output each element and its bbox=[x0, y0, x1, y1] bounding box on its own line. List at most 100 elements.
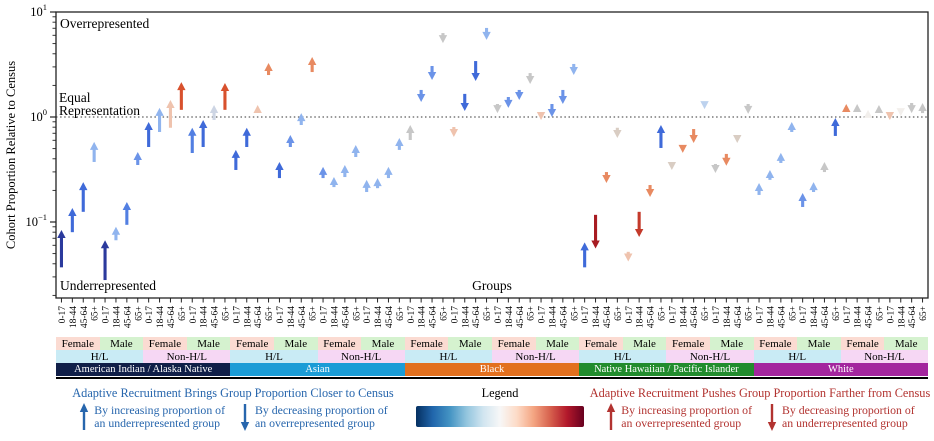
x-tick-label: 45-64 bbox=[777, 306, 787, 328]
arrow-marker bbox=[820, 161, 829, 173]
x-tick-label: 0-17 bbox=[363, 306, 373, 324]
plot-annotation: Representation bbox=[59, 103, 140, 118]
arrow-marker bbox=[275, 161, 284, 179]
x-tick-label: 18-44 bbox=[897, 306, 907, 328]
arrow-marker bbox=[318, 166, 328, 179]
arrow-marker bbox=[569, 63, 578, 76]
arrow-marker bbox=[253, 105, 262, 114]
x-tick-label: 45-64 bbox=[734, 306, 744, 328]
x-tick-label: 65+ bbox=[875, 306, 885, 321]
blue-down-arrow-icon bbox=[239, 402, 251, 432]
arrow-marker bbox=[384, 166, 393, 179]
x-tick-label: 18-44 bbox=[548, 306, 558, 328]
x-tick-label: 65+ bbox=[439, 306, 449, 321]
x-tick-label: 65+ bbox=[483, 306, 493, 321]
x-tick-label: 18-44 bbox=[112, 306, 122, 328]
arrow-marker bbox=[591, 214, 600, 249]
x-tick-label: 65+ bbox=[178, 306, 188, 321]
arrow-marker bbox=[776, 152, 786, 163]
legend-item-text: By decreasing proportion of an overrepre… bbox=[255, 403, 388, 430]
legend-closer-title: Adaptive Recruitment Brings Group Propor… bbox=[72, 386, 394, 400]
legend-closer-block: Adaptive Recruitment Brings Group Propor… bbox=[50, 384, 416, 432]
x-tick-label: 45-64 bbox=[647, 306, 657, 328]
x-tick-label: 45-64 bbox=[516, 306, 526, 328]
arrow-marker bbox=[111, 226, 121, 241]
blue-up-arrow-icon bbox=[78, 402, 90, 432]
arrow-marker bbox=[416, 89, 426, 102]
plot-annotation: Underrepresented bbox=[60, 278, 156, 293]
arrow-marker bbox=[286, 134, 295, 147]
x-tick-label: 65+ bbox=[221, 306, 231, 321]
red-up-arrow-icon bbox=[605, 402, 617, 432]
arrow-marker bbox=[482, 27, 491, 40]
x-tick-label: 0-17 bbox=[189, 306, 199, 324]
x-tick-label: 45-64 bbox=[167, 306, 177, 328]
x-tick-label: 0-17 bbox=[450, 306, 460, 324]
x-tick-label: 18-44 bbox=[810, 306, 820, 328]
x-tick-label: 45-64 bbox=[385, 306, 395, 328]
arrow-marker bbox=[678, 144, 687, 153]
arrow-marker bbox=[373, 178, 382, 189]
arrow-marker bbox=[362, 179, 371, 193]
x-tick-label: 65+ bbox=[832, 306, 842, 321]
x-tick-label: 18-44 bbox=[69, 306, 79, 328]
arrow-marker bbox=[547, 103, 557, 117]
arrow-marker bbox=[754, 183, 764, 195]
arrow-marker bbox=[863, 109, 873, 118]
arrow-marker bbox=[220, 82, 230, 110]
x-tick-label: 45-64 bbox=[908, 306, 918, 328]
arrow-marker bbox=[79, 182, 88, 212]
arrow-marker bbox=[177, 82, 186, 110]
arrow-marker bbox=[656, 125, 666, 148]
arrow-marker bbox=[264, 62, 273, 76]
legend-item-decrease-overrepresented: By decreasing proportion of an overrepre… bbox=[239, 402, 388, 432]
diverging-colorbar bbox=[416, 405, 584, 427]
arrow-marker bbox=[852, 103, 862, 112]
red-down-arrow-icon bbox=[766, 402, 778, 432]
legend-item-increase-overrepresented: By increasing proportion of an overrepre… bbox=[605, 402, 752, 432]
arrow-marker bbox=[242, 127, 251, 147]
x-tick-label: 18-44 bbox=[766, 306, 776, 328]
x-tick-label: 18-44 bbox=[287, 306, 297, 328]
arrow-marker bbox=[787, 122, 796, 132]
arrow-marker bbox=[493, 103, 502, 114]
legend-item-text: By increasing proportion of an underrepr… bbox=[94, 403, 226, 430]
arrow-marker bbox=[198, 119, 208, 147]
x-tick-label: 18-44 bbox=[418, 306, 428, 328]
x-tick-label: 45-64 bbox=[341, 306, 351, 328]
arrow-marker bbox=[765, 169, 775, 180]
legend-item-text: By increasing proportion of an overrepre… bbox=[621, 403, 753, 430]
x-tick-label: 45-64 bbox=[865, 306, 875, 328]
arrow-marker bbox=[515, 89, 524, 101]
arrow-marker bbox=[449, 127, 459, 137]
arrow-marker bbox=[122, 202, 132, 225]
x-tick-label: 0-17 bbox=[538, 306, 548, 324]
plot-frame bbox=[55, 11, 929, 299]
arrow-marker bbox=[809, 182, 818, 193]
x-tick-label: 0-17 bbox=[58, 306, 68, 324]
x-tick-label: 65+ bbox=[614, 306, 624, 321]
x-tick-label: 0-17 bbox=[320, 306, 330, 324]
legend-item-text: By decreasing proportion of an underrepr… bbox=[782, 403, 915, 430]
x-tick-label: 0-17 bbox=[102, 306, 112, 324]
x-tick-label: 65+ bbox=[788, 306, 798, 321]
arrow-marker bbox=[57, 229, 66, 268]
arrow-marker bbox=[885, 111, 895, 120]
x-tick-label: 18-44 bbox=[374, 306, 384, 328]
arrow-marker bbox=[307, 56, 317, 73]
x-tick-label: 45-64 bbox=[472, 306, 482, 328]
x-tick-label: 45-64 bbox=[254, 306, 264, 328]
x-tick-label: 18-44 bbox=[461, 306, 471, 328]
x-tick-label: 0-17 bbox=[494, 306, 504, 324]
arrow-marker bbox=[580, 242, 589, 268]
x-tick-label: 45-64 bbox=[559, 306, 569, 328]
x-tick-label: 18-44 bbox=[505, 306, 515, 328]
arrow-marker bbox=[907, 102, 916, 114]
arrow-marker bbox=[711, 163, 720, 173]
x-tick-label: 45-64 bbox=[690, 306, 700, 328]
x-tick-label: 18-44 bbox=[636, 306, 646, 328]
y-tick-label: 10−1 bbox=[25, 212, 47, 229]
x-tick-label: 45-64 bbox=[80, 306, 90, 328]
arrow-marker bbox=[89, 141, 99, 162]
arrow-marker bbox=[340, 165, 350, 178]
